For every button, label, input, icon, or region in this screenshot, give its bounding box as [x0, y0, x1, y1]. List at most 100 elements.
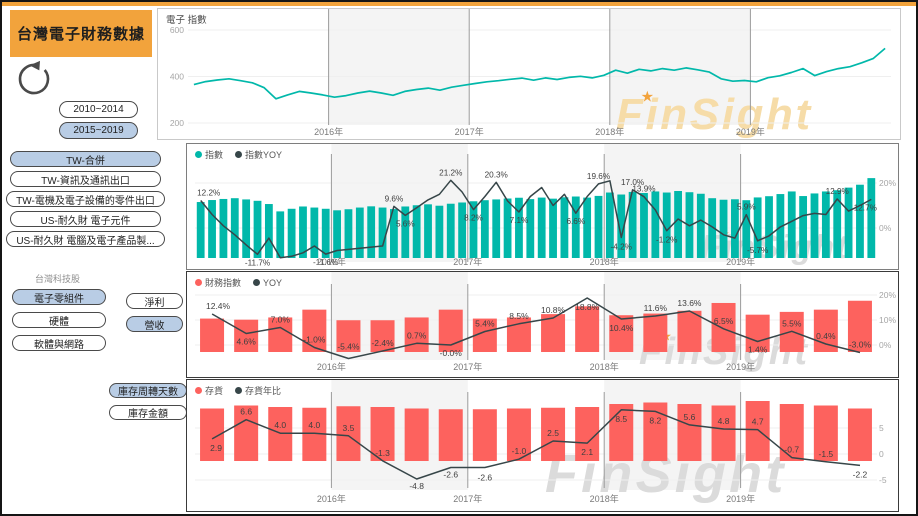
year-gridlines — [330, 154, 742, 262]
x-axis-year-labels: 2016年 2017年 2018年 2019年 — [317, 361, 755, 372]
svg-text:-11.7%: -11.7% — [245, 258, 270, 267]
legend-dot-yoy — [253, 279, 261, 286]
bar — [711, 302, 736, 352]
metric-button-revenue[interactable]: 營收 — [126, 316, 183, 332]
svg-text:11.6%: 11.6% — [644, 303, 668, 313]
top-accent-strip — [2, 2, 916, 6]
bar — [833, 190, 842, 258]
market-button-tw-ict-exports[interactable]: TW-資訊及通訊出口 — [10, 171, 161, 187]
market-button-tw-electrical-parts-exports[interactable]: TW-電機及電子設備的零件出口 — [6, 191, 165, 207]
bar — [458, 202, 467, 258]
svg-text:6.5%: 6.5% — [714, 316, 734, 326]
svg-text:5: 5 — [879, 423, 884, 433]
bar — [264, 204, 273, 258]
svg-text:4.0: 4.0 — [308, 420, 320, 430]
market-button-us-durable-electronic-components[interactable]: US-耐久財 電子元件 — [10, 211, 161, 227]
financial-index-bars-yoy-chart: FinSight★12.4%4.6%7.0%-1.0%-5.4%-2.4%0.7… — [195, 272, 896, 373]
bar — [643, 402, 668, 461]
bar — [208, 200, 216, 258]
bar — [404, 408, 429, 461]
svg-text:2017年: 2017年 — [453, 493, 482, 504]
bar — [537, 197, 546, 258]
svg-text:19.6%: 19.6% — [587, 172, 610, 181]
x-axis-year-labels: 2016年 2017年 2018年 2019年 — [317, 256, 755, 267]
bar — [469, 201, 478, 258]
year-gridlines — [330, 392, 742, 488]
bar — [367, 206, 376, 258]
legend: 存貨 存貨年比 — [195, 384, 281, 397]
bar — [268, 407, 293, 461]
bar — [847, 300, 872, 352]
bar — [435, 205, 444, 258]
bar — [472, 409, 497, 461]
back-arrow-icon — [18, 60, 50, 95]
bar — [219, 198, 228, 258]
year-bands — [328, 9, 751, 125]
metric-button-net-profit[interactable]: 淨利 — [126, 293, 183, 309]
bar — [480, 200, 489, 258]
data-line — [211, 297, 861, 360]
svg-text:2017年: 2017年 — [455, 126, 484, 137]
bars — [196, 178, 876, 258]
svg-text:-5: -5 — [879, 475, 887, 485]
bar — [200, 318, 225, 352]
bar — [515, 197, 523, 258]
tech-button-electronic-components[interactable]: 電子零組件 — [12, 289, 106, 305]
svg-text:-1.5: -1.5 — [819, 449, 834, 459]
svg-text:10%: 10% — [879, 315, 896, 325]
bar — [336, 320, 361, 352]
bar — [302, 309, 327, 352]
svg-text:10.8%: 10.8% — [541, 305, 566, 315]
bar — [412, 205, 421, 258]
bar — [776, 194, 785, 258]
svg-text:-1.0: -1.0 — [512, 446, 527, 456]
bar — [424, 204, 432, 258]
svg-text:-4.8: -4.8 — [409, 481, 424, 491]
svg-text:13.9%: 13.9% — [632, 185, 655, 194]
svg-text:8.2%: 8.2% — [464, 214, 483, 223]
legend-dot-index — [195, 151, 202, 158]
svg-text:0%: 0% — [879, 223, 892, 233]
legend-dot-index-yoy — [235, 151, 243, 158]
svg-text:0%: 0% — [879, 340, 892, 350]
svg-text:2018年: 2018年 — [590, 493, 619, 504]
legend-label-financial-index: 財務指數 — [205, 278, 242, 288]
bar — [575, 407, 600, 461]
inventory-button-turnover-days[interactable]: 庫存周轉天數 — [109, 383, 187, 398]
market-button-tw-combined[interactable]: TW-合併 — [10, 151, 161, 167]
svg-text:6.6: 6.6 — [240, 407, 252, 417]
bar — [560, 197, 569, 258]
tech-button-software-internet[interactable]: 軟體與網路 — [12, 335, 106, 351]
svg-text:2018年: 2018年 — [595, 126, 624, 137]
bar — [677, 404, 702, 461]
legend: 指數 指數YOY — [195, 148, 282, 161]
svg-text:600: 600 — [170, 25, 184, 35]
svg-text:3.5: 3.5 — [343, 423, 355, 433]
bar — [234, 405, 259, 461]
bar — [526, 199, 535, 258]
tech-button-hardware[interactable]: 硬體 — [12, 312, 106, 328]
bar — [321, 208, 330, 258]
svg-text:FinSight: FinSight — [616, 90, 813, 139]
svg-text:21.2%: 21.2% — [439, 168, 462, 177]
svg-text:12.7%: 12.7% — [854, 203, 877, 212]
legend: 財務指數 YOY — [195, 276, 282, 289]
market-button-us-durable-computers[interactable]: US-耐久財 電腦及電子產品製... — [6, 231, 165, 247]
bar — [253, 200, 262, 258]
back-button[interactable] — [14, 59, 54, 99]
inventory-bars-yoy-chart: FinSight★2.96.64.04.03.5-1.3-4.8-2.6-2.6… — [195, 380, 887, 504]
svg-text:7.1%: 7.1% — [510, 216, 529, 225]
bar — [268, 317, 293, 352]
period-button-2010-2014[interactable]: 2010~2014 — [59, 101, 138, 118]
inventory-button-amount[interactable]: 庫存金額 — [109, 405, 187, 420]
bar — [276, 211, 285, 258]
period-button-2015-2019[interactable]: 2015~2019 — [59, 122, 138, 139]
bar — [344, 209, 353, 258]
bar — [628, 191, 637, 258]
svg-text:5.4%: 5.4% — [475, 319, 495, 329]
svg-text:0.7%: 0.7% — [407, 330, 427, 340]
bar — [370, 320, 395, 352]
bar — [310, 207, 319, 258]
svg-text:400: 400 — [170, 72, 184, 82]
svg-text:5.6: 5.6 — [684, 412, 696, 422]
